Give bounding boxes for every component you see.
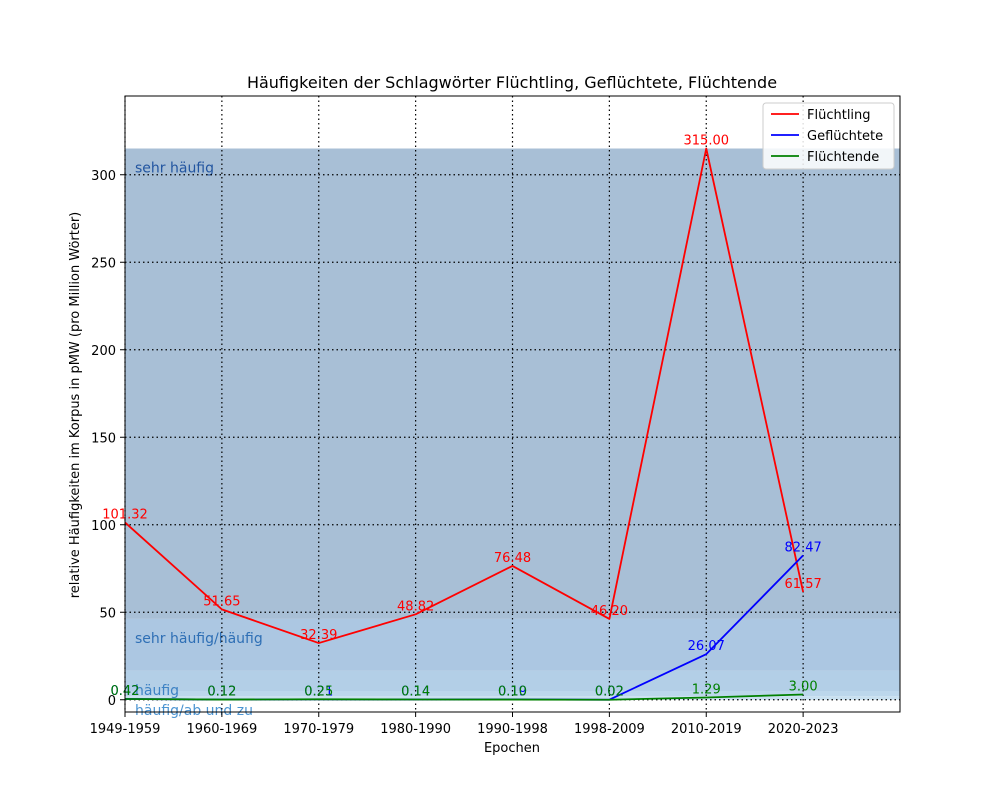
y-tick-label: 50 bbox=[99, 606, 116, 621]
data-label: 0.14 bbox=[401, 685, 430, 700]
legend-box bbox=[762, 102, 895, 170]
y-axis-label: relative Häufigkeiten im Korpus in pMW (… bbox=[68, 212, 83, 599]
band-label-2: häufig bbox=[135, 683, 179, 699]
y-tick-label: 200 bbox=[91, 344, 116, 359]
series-line-2 bbox=[124, 693, 804, 701]
y-tick-label: 150 bbox=[91, 431, 116, 446]
data-label: 32.39 bbox=[300, 628, 337, 643]
y-tick-label: 250 bbox=[91, 256, 116, 271]
data-label: 48.82 bbox=[397, 599, 434, 614]
y-tick-label: 0 bbox=[108, 694, 116, 709]
x-tick-label: 1990-1998 bbox=[477, 722, 548, 737]
data-label: 82.47 bbox=[785, 540, 822, 555]
data-label: 0.21 bbox=[304, 684, 333, 699]
band-4 bbox=[125, 696, 900, 700]
data-label: 1.29 bbox=[692, 682, 721, 697]
series-lines bbox=[124, 147, 805, 701]
legend-entry: Flüchtende bbox=[807, 150, 879, 165]
data-label: 0.12 bbox=[207, 685, 236, 700]
data-label: 76.48 bbox=[494, 551, 531, 566]
x-tick-label: 1998-2009 bbox=[574, 722, 645, 737]
band-label-0: sehr häufig bbox=[135, 161, 214, 177]
band-label-1: sehr häufig/häufig bbox=[135, 631, 263, 647]
data-label: 3.00 bbox=[789, 680, 818, 695]
y-axis-ticks: 0 50 100 150 200 250 300 bbox=[91, 169, 125, 709]
data-labels: 101.3251.6532.3948.8276.4846.20315.0061.… bbox=[102, 134, 821, 700]
band-label-3: häufig/ab und zu bbox=[135, 703, 253, 719]
legend-entry: Geflüchtete bbox=[807, 129, 883, 144]
legend-entry: Flüchtling bbox=[807, 108, 871, 123]
data-label: 0.14 bbox=[401, 685, 430, 700]
band-3 bbox=[125, 691, 900, 697]
chart-title: Häufigkeiten der Schlagwörter Flüchtling… bbox=[247, 73, 777, 92]
band-labels: sehr häufig sehr häufig/häufig häufig häufi… bbox=[135, 161, 263, 720]
x-tick-label: 1960-1969 bbox=[186, 722, 257, 737]
x-tick-label: 1980-1990 bbox=[380, 722, 451, 737]
data-label: 46.20 bbox=[591, 604, 628, 619]
x-tick-label: 1970-1979 bbox=[283, 722, 354, 737]
series-line-0 bbox=[124, 147, 805, 644]
x-tick-label: 1949-1959 bbox=[90, 722, 161, 737]
data-label: 26.07 bbox=[688, 639, 725, 654]
x-axis-label: Epochen bbox=[484, 741, 540, 756]
data-label: 61.57 bbox=[785, 577, 822, 592]
data-label: 0.10 bbox=[498, 685, 527, 700]
legend: Flüchtling Geflüchtete Flüchtende bbox=[762, 102, 895, 170]
y-tick-label: 300 bbox=[91, 169, 116, 184]
y-tick-label: 100 bbox=[91, 519, 116, 534]
data-label: 0.02 bbox=[595, 685, 624, 700]
x-tick-label: 2020-2023 bbox=[768, 722, 839, 737]
data-label: 0.12 bbox=[207, 685, 236, 700]
data-label: 0.25 bbox=[304, 684, 333, 699]
data-label: 0.02 bbox=[595, 685, 624, 700]
data-label: 315.00 bbox=[684, 134, 730, 149]
data-label: 0.19 bbox=[498, 684, 527, 699]
x-axis-ticks: 1949-1959 1960-1969 1970-1979 1980-1990 1990… bbox=[90, 712, 839, 737]
x-tick-label: 2010-2019 bbox=[671, 722, 742, 737]
data-label: 51.65 bbox=[203, 594, 240, 609]
